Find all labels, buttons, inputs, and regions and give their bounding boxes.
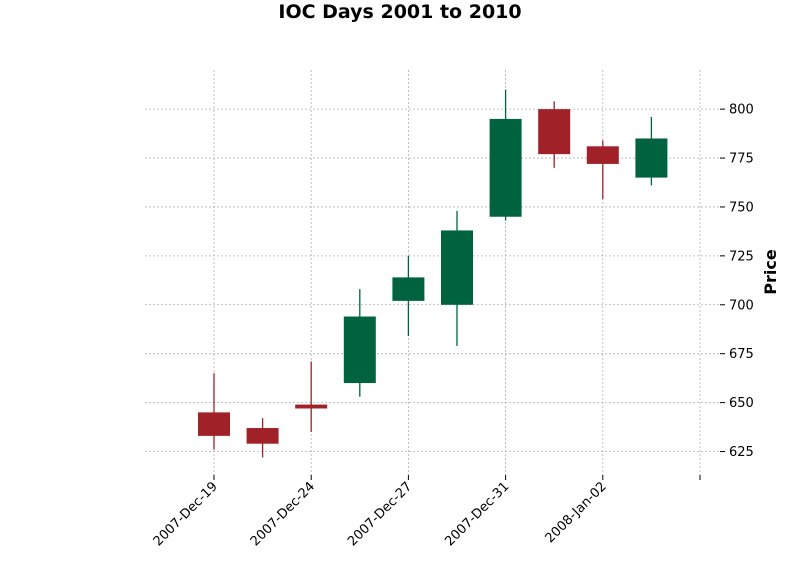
candle (489, 89, 522, 221)
x-axis: 2007-Dec-19 2007-Dec-24 2007-Dec-27 2007-De… (151, 475, 701, 549)
x-tick-label: 2007-Dec-31 (442, 479, 512, 549)
candle (295, 361, 328, 432)
candle (635, 116, 668, 186)
x-tick-label: 2007-Dec-19 (151, 479, 221, 549)
candle (538, 101, 571, 168)
candle-body (198, 412, 230, 436)
y-tick-label: 775 (729, 152, 754, 167)
candle-body (635, 138, 668, 178)
candle-body (489, 118, 522, 217)
x-tick-label: 2007-Dec-27 (345, 479, 415, 549)
candle-body (586, 146, 619, 164)
x-tick-label: 2007-Dec-24 (248, 479, 318, 549)
candles (198, 89, 668, 458)
candle (246, 418, 279, 458)
y-tick-label: 750 (729, 200, 754, 215)
y-axis-label: Price (761, 249, 780, 295)
candle-body (538, 109, 571, 155)
candle-body (295, 404, 328, 409)
candle-body (392, 277, 425, 301)
x-tick-label: 2008-Jan-02 (543, 479, 610, 546)
y-axis: 625 650 675 700 725 750 775 800 (720, 103, 754, 460)
y-tick-label: 800 (729, 103, 754, 118)
candle-body (441, 230, 473, 305)
y-tick-label: 675 (729, 347, 754, 362)
candle (392, 255, 425, 337)
candle (441, 210, 473, 346)
y-tick-label: 625 (729, 445, 754, 460)
candle-body (343, 316, 376, 384)
candle (586, 140, 619, 200)
y-tick-label: 725 (729, 249, 754, 264)
candle (343, 289, 376, 397)
candle (198, 373, 230, 450)
chart-title: IOC Days 2001 to 2010 (278, 1, 521, 23)
grid (145, 70, 720, 475)
y-tick-label: 650 (729, 396, 754, 411)
y-tick-label: 700 (729, 298, 754, 313)
candle-body (246, 428, 279, 444)
